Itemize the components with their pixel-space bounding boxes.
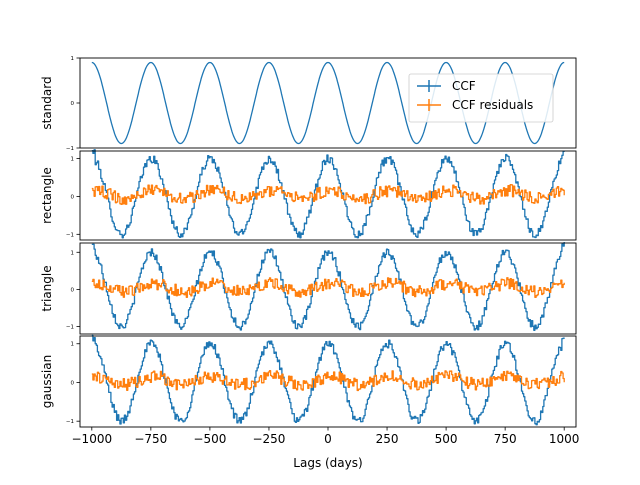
x-axis-label: Lags (days) [293,456,362,470]
x-tick-label: 1000 [549,432,580,446]
y-tick-label: 1 [71,157,75,163]
y-tick-label: 1 [71,56,75,62]
y-tick-label: 1 [71,342,75,348]
x-tick-label: 250 [376,432,399,446]
y-tick-label: −1 [66,232,74,238]
x-axis: −1000 −750 −500 −250 0 250 500 750 1000 [72,427,580,446]
panel-label-gaussian: gaussian [40,355,54,408]
legend: CCF CCF residuals [408,73,554,123]
panel-rectangle: −1 0 1 rectangle [40,149,577,241]
x-tick-label: −1000 [72,432,113,446]
y-tick-label: 1 [71,250,75,256]
panel-frame-rectangle [79,150,577,241]
series-ccf-rectangle [91,149,565,239]
y-tick-label: 0 [71,101,75,107]
panel-frame-triangle [79,242,577,335]
legend-entry-ccf-residuals: CCF residuals [417,98,533,112]
legend-entry-ccf: CCF [417,79,476,93]
legend-label-ccf-residuals: CCF residuals [452,98,533,112]
x-tick-label: 750 [494,432,517,446]
panel-frame-gaussian [79,335,577,428]
y-tick-label: 0 [71,287,75,293]
panels-layer: −1 0 1 standard −1 0 1 rectangle −1 0 1 triangle −1 0… [40,56,577,428]
panel-frame-standard [79,57,577,149]
y-tick-label: −1 [66,325,74,331]
y-tick-label: 0 [71,194,75,200]
x-tick-label: 500 [435,432,458,446]
x-tick-label: −500 [193,432,226,446]
x-tick-label: 0 [324,432,332,446]
panel-standard: −1 0 1 standard [40,56,577,152]
x-tick-label: −250 [252,432,285,446]
y-tick-label: 0 [71,380,75,386]
panel-gaussian: −1 0 1 gaussian [40,334,577,428]
legend-box [408,73,554,123]
panel-label-standard: standard [40,76,54,129]
panel-label-rectangle: rectangle [40,167,54,224]
series-ccf-residuals-rectangle [91,183,565,205]
series-ccf-residuals-triangle [91,277,565,299]
series-ccf-triangle [91,242,565,331]
legend-label-ccf: CCF [452,79,476,93]
x-tick-label: −750 [134,432,167,446]
series-ccf-residuals-gaussian [91,370,565,392]
series-ccf-standard [91,61,565,145]
panel-label-triangle: triangle [40,265,54,311]
series-ccf-gaussian [91,334,565,426]
panel-triangle: −1 0 1 triangle [40,242,577,335]
y-tick-label: −1 [66,146,74,152]
y-tick-label: −1 [66,419,74,425]
